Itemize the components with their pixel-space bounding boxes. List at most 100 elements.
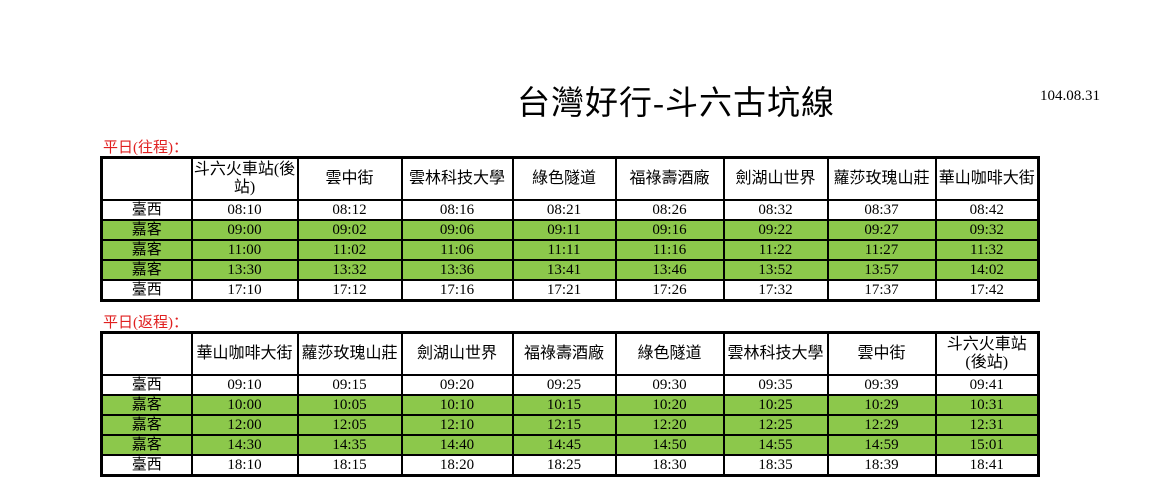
table-row: 臺西 09:10 09:15 09:20 09:25 09:30 09:35 09:39 09:…: [100, 374, 1040, 396]
time-cell: 08:37: [826, 199, 937, 221]
time-cell: 13:36: [400, 259, 514, 281]
section-label-outbound: 平日(往程)：: [103, 140, 188, 156]
stop-header: 蘿莎玫瑰山莊: [296, 331, 403, 376]
page-title: 台灣好行-斗六古坑線: [517, 86, 835, 122]
time-cell: 12:25: [722, 414, 829, 436]
time-cell: 14:55: [722, 434, 829, 456]
time-cell: 11:11: [511, 239, 617, 261]
time-cell: 10:20: [614, 394, 725, 416]
time-cell: 18:25: [511, 454, 617, 477]
stop-header: 華山咖啡大街: [934, 156, 1040, 201]
operator-cell: 臺西: [100, 454, 193, 477]
table-row: 嘉客 13:30 13:32 13:36 13:41 13:46 13:52 13:57 14:…: [100, 259, 1040, 281]
table-row: 嘉客 14:30 14:35 14:40 14:45 14:50 14:55 14:59 15:…: [100, 434, 1040, 456]
time-cell: 10:15: [511, 394, 617, 416]
stop-header: 綠色隧道: [511, 156, 617, 201]
stop-header: 福祿壽酒廠: [511, 331, 617, 376]
time-cell: 17:10: [190, 279, 299, 302]
time-cell: 09:41: [934, 374, 1040, 396]
operator-cell: 嘉客: [100, 219, 193, 241]
stop-header: 斗六火車站(後站): [190, 156, 299, 201]
time-cell: 18:35: [722, 454, 829, 477]
time-cell: 11:22: [722, 239, 829, 261]
operator-cell: 嘉客: [100, 394, 193, 416]
timetable-outbound: 斗六火車站(後站) 雲中街 雲林科技大學 綠色隧道 福祿壽酒廠 劍湖山世界 蘿莎玫瑰山莊 華山…: [100, 156, 1040, 302]
time-cell: 08:26: [614, 199, 725, 221]
stop-header: 華山咖啡大街: [190, 331, 299, 376]
operator-cell: 嘉客: [100, 434, 193, 456]
table-row: 嘉客 09:00 09:02 09:06 09:11 09:16 09:22 09:27 09:…: [100, 219, 1040, 241]
time-cell: 18:30: [614, 454, 725, 477]
table-row: 臺西 18:10 18:15 18:20 18:25 18:30 18:35 18:39 18:…: [100, 454, 1040, 477]
time-cell: 15:01: [934, 434, 1040, 456]
time-cell: 09:15: [296, 374, 403, 396]
stop-header: 雲中街: [826, 331, 937, 376]
time-cell: 12:29: [826, 414, 937, 436]
stop-header: 斗六火車站(後站): [934, 331, 1040, 376]
time-cell: 13:41: [511, 259, 617, 281]
operator-cell: 嘉客: [100, 414, 193, 436]
header-row: 華山咖啡大街 蘿莎玫瑰山莊 劍湖山世界 福祿壽酒廠 綠色隧道 雲林科技大學 雲中街 斗六火車站…: [100, 331, 1040, 376]
time-cell: 11:16: [614, 239, 725, 261]
time-cell: 13:52: [722, 259, 829, 281]
table-row: 臺西 17:10 17:12 17:16 17:21 17:26 17:32 17:37 17:…: [100, 279, 1040, 302]
time-cell: 18:41: [934, 454, 1040, 477]
time-cell: 09:25: [511, 374, 617, 396]
time-cell: 12:31: [934, 414, 1040, 436]
time-cell: 09:02: [296, 219, 403, 241]
stop-header: 蘿莎玫瑰山莊: [826, 156, 937, 201]
time-cell: 14:59: [826, 434, 937, 456]
operator-cell: 嘉客: [100, 259, 193, 281]
time-cell: 09:11: [511, 219, 617, 241]
table-row: 臺西 08:10 08:12 08:16 08:21 08:26 08:32 08:37 08:…: [100, 199, 1040, 221]
document-date: 104.08.31: [1040, 88, 1100, 104]
time-cell: 08:32: [722, 199, 829, 221]
corner-cell: [100, 331, 193, 376]
stop-header: 雲中街: [296, 156, 403, 201]
table-row: 嘉客 12:00 12:05 12:10 12:15 12:20 12:25 12:29 12:…: [100, 414, 1040, 436]
time-cell: 11:06: [400, 239, 514, 261]
time-cell: 14:45: [511, 434, 617, 456]
time-cell: 14:40: [400, 434, 514, 456]
time-cell: 17:12: [296, 279, 403, 302]
time-cell: 08:12: [296, 199, 403, 221]
time-cell: 09:10: [190, 374, 299, 396]
time-cell: 17:32: [722, 279, 829, 302]
time-cell: 11:00: [190, 239, 299, 261]
time-cell: 12:10: [400, 414, 514, 436]
time-cell: 09:20: [400, 374, 514, 396]
time-cell: 14:50: [614, 434, 725, 456]
timetable-return: 華山咖啡大街 蘿莎玫瑰山莊 劍湖山世界 福祿壽酒廠 綠色隧道 雲林科技大學 雲中街 斗六火車站…: [100, 331, 1040, 477]
time-cell: 08:42: [934, 199, 1040, 221]
time-cell: 10:29: [826, 394, 937, 416]
corner-cell: [100, 156, 193, 201]
stop-header: 劍湖山世界: [400, 331, 514, 376]
time-cell: 11:27: [826, 239, 937, 261]
time-cell: 10:25: [722, 394, 829, 416]
time-cell: 09:27: [826, 219, 937, 241]
operator-cell: 臺西: [100, 374, 193, 396]
operator-cell: 臺西: [100, 199, 193, 221]
time-cell: 12:20: [614, 414, 725, 436]
time-cell: 13:32: [296, 259, 403, 281]
time-cell: 17:16: [400, 279, 514, 302]
time-cell: 11:32: [934, 239, 1040, 261]
time-cell: 08:10: [190, 199, 299, 221]
time-cell: 17:26: [614, 279, 725, 302]
stop-header: 雲林科技大學: [400, 156, 514, 201]
time-cell: 14:30: [190, 434, 299, 456]
time-cell: 08:21: [511, 199, 617, 221]
operator-cell: 嘉客: [100, 239, 193, 261]
time-cell: 12:15: [511, 414, 617, 436]
time-cell: 09:39: [826, 374, 937, 396]
time-cell: 18:15: [296, 454, 403, 477]
time-cell: 10:00: [190, 394, 299, 416]
time-cell: 09:22: [722, 219, 829, 241]
time-cell: 10:10: [400, 394, 514, 416]
time-cell: 18:10: [190, 454, 299, 477]
operator-cell: 臺西: [100, 279, 193, 302]
time-cell: 18:39: [826, 454, 937, 477]
time-cell: 11:02: [296, 239, 403, 261]
time-cell: 09:00: [190, 219, 299, 241]
time-cell: 12:05: [296, 414, 403, 436]
